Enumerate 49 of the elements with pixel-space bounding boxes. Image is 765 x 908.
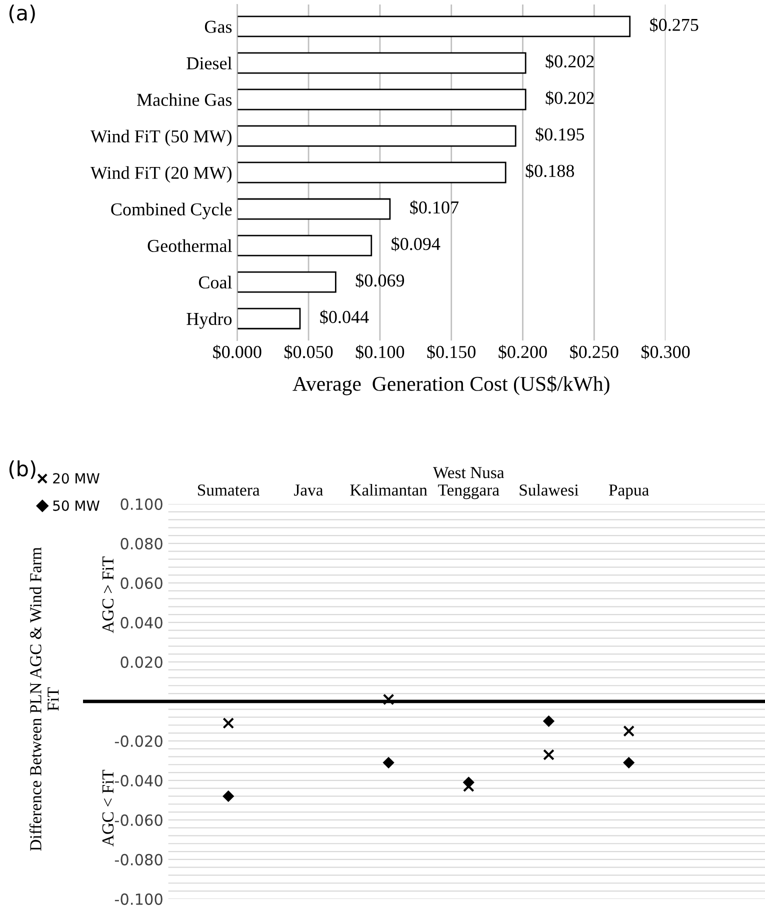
x-tick-label: Sulawesi bbox=[520, 484, 579, 496]
x-tick-label: $0.200 bbox=[498, 344, 547, 360]
y-tick-label: 0.040 bbox=[120, 616, 162, 628]
y-tick-label: Wind FiT (50 MW) bbox=[90, 130, 232, 146]
text: AGC < FiT bbox=[102, 770, 114, 846]
y-tick-label: -0.060 bbox=[114, 814, 162, 826]
y-axis-title: Difference Between PLN AGC & Wind Farm FiT bbox=[29, 547, 59, 851]
y-tick-label: Diesel bbox=[186, 56, 232, 70]
y-tick-label: 0.060 bbox=[120, 577, 162, 589]
data-label: $0.044 bbox=[320, 310, 369, 324]
data-label: $0.069 bbox=[356, 273, 404, 288]
data-label: $0.188 bbox=[526, 164, 574, 178]
legend-label: 50 MW bbox=[53, 500, 100, 511]
x-tick-label: Sumatera bbox=[198, 484, 260, 496]
y-tick-label: 0.080 bbox=[120, 538, 162, 550]
text: AGC > FiT bbox=[102, 556, 114, 634]
y-tick-label: -0.040 bbox=[114, 774, 162, 786]
data-label: $0.107 bbox=[410, 200, 459, 215]
x-tick-label: Java bbox=[294, 484, 324, 496]
y-tick-label: Wind FiT (20 MW) bbox=[90, 166, 232, 183]
y-tick-label: Machine Gas bbox=[137, 93, 232, 106]
y-tick-label: -0.100 bbox=[114, 893, 162, 905]
x-tick-label: Kalimantan bbox=[350, 484, 428, 496]
y-tick-label: -0.020 bbox=[114, 735, 162, 747]
legend-label: 20 MW bbox=[53, 473, 100, 484]
x-tick-label: $0.150 bbox=[427, 344, 476, 360]
data-label: $0.202 bbox=[546, 54, 594, 69]
y-tick-label: Geothermal bbox=[148, 239, 232, 252]
y-tick-label: 0.020 bbox=[120, 656, 162, 668]
y-tick-label: Coal bbox=[198, 276, 232, 289]
x-tick-label: $0.000 bbox=[213, 344, 262, 360]
x-tick-label: Papua bbox=[608, 484, 649, 500]
data-label: $0.094 bbox=[392, 236, 440, 252]
y-tick-label: Combined Cycle bbox=[111, 202, 232, 220]
y-tick-label: 0.100 bbox=[120, 498, 162, 510]
x-tick-label: $0.100 bbox=[356, 344, 404, 360]
text: (a) bbox=[9, 4, 35, 24]
y-tick-label: Hydro bbox=[186, 312, 232, 329]
x-tick-label: $0.300 bbox=[642, 344, 690, 360]
data-label: $0.195 bbox=[536, 127, 584, 142]
data-label: $0.275 bbox=[650, 18, 698, 32]
x-tick-label: West Nusa Tenggara bbox=[433, 467, 504, 500]
x-tick-label: $0.250 bbox=[570, 344, 618, 360]
x-tick-label: $0.050 bbox=[284, 344, 333, 360]
chart-title: (b) bbox=[9, 460, 36, 479]
data-label: $0.202 bbox=[546, 90, 594, 106]
y-tick-label: -0.080 bbox=[114, 854, 162, 866]
y-tick-label: Gas bbox=[204, 20, 232, 33]
x-axis-title: Average Generation Cost (US$/kWh) bbox=[292, 376, 610, 396]
